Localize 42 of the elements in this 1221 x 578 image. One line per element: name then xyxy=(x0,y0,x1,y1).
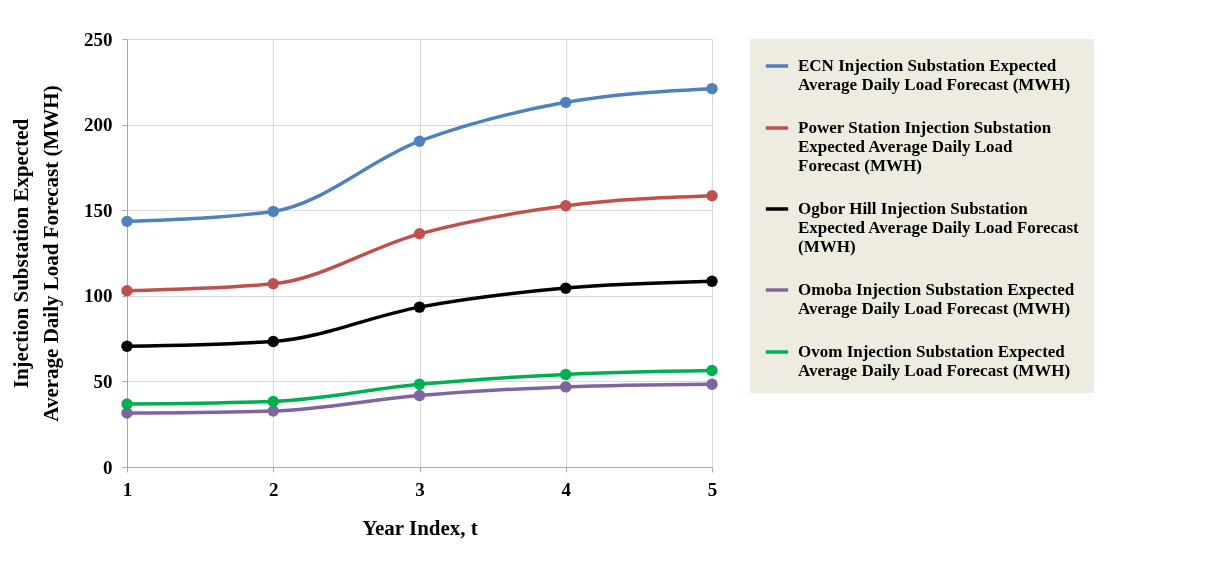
point xyxy=(560,381,572,393)
x-tick-label: 5 xyxy=(707,478,718,500)
point xyxy=(706,378,718,390)
legend-label: Omoba Injection Substation Expected Average Daily Load Forecast (MWH) xyxy=(798,280,1075,318)
point xyxy=(267,395,279,408)
point xyxy=(560,200,572,212)
point xyxy=(267,205,279,218)
x-tick-label: 4 xyxy=(561,478,572,500)
point xyxy=(267,278,279,290)
legend-label: Power Station Injection Substation Expected Average Daily Load Forecast (MWH) xyxy=(798,118,1052,175)
x-tick-label: 1 xyxy=(122,478,133,500)
y-tick-label: 0 xyxy=(103,456,113,478)
point xyxy=(267,335,279,348)
point xyxy=(121,215,133,228)
y-axis-title: Injection Substation Expected Average Daily Load Forecast (MWH) xyxy=(9,85,63,422)
point xyxy=(413,228,426,240)
x-axis-title: Year Index, t xyxy=(362,515,478,540)
point xyxy=(706,275,718,287)
y-tick-label: 150 xyxy=(84,199,113,221)
point xyxy=(560,96,572,109)
x-tick-label: 3 xyxy=(415,478,425,500)
y-tick-label: 250 xyxy=(84,28,113,50)
point xyxy=(706,364,718,377)
y-tick-label: 100 xyxy=(84,285,113,307)
point xyxy=(560,282,572,294)
x-tick-label: 2 xyxy=(269,478,279,500)
point xyxy=(121,284,133,297)
point xyxy=(413,135,426,147)
point xyxy=(121,340,133,352)
point xyxy=(267,405,279,417)
point xyxy=(413,378,426,390)
legend-label: Ogbor Hill Injection Substation Expected Average Daily Load Forecast (MWH) xyxy=(798,199,1080,256)
point xyxy=(560,368,572,381)
point xyxy=(121,398,133,410)
y-tick-label: 50 xyxy=(93,370,113,392)
point xyxy=(413,301,426,313)
point xyxy=(706,82,718,95)
legend-label: Ovom Injection Substation Expected Average Daily Load Forecast (MWH) xyxy=(798,342,1071,380)
point xyxy=(413,389,426,402)
legend-label: ECN Injection Substation Expected Average Daily Load Forecast (MWH) xyxy=(798,56,1071,94)
point xyxy=(706,190,718,202)
y-tick-label: 200 xyxy=(84,114,113,136)
